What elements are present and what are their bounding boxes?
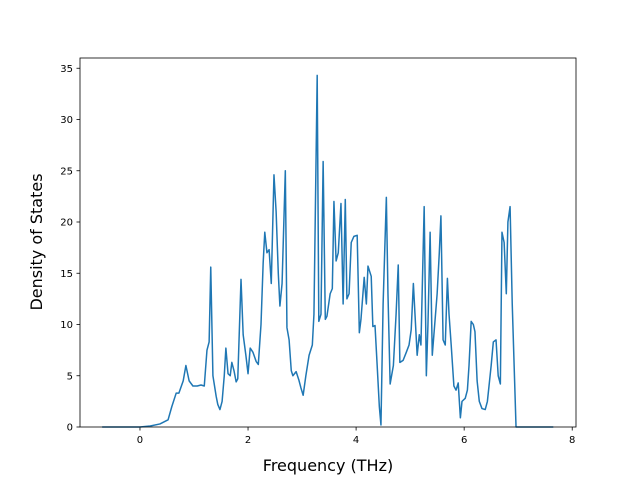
x-tick-label: 6 xyxy=(461,435,467,446)
x-axis-label: Frequency (THz) xyxy=(263,456,393,475)
y-tick-label: 20 xyxy=(60,218,73,229)
x-tick-label: 4 xyxy=(353,435,359,446)
y-tick-label: 10 xyxy=(60,320,73,331)
y-tick-label: 25 xyxy=(60,166,73,177)
x-tick-label: 0 xyxy=(137,435,143,446)
x-tick-label: 8 xyxy=(569,435,575,446)
y-tick-label: 30 xyxy=(60,115,73,126)
y-tick-label: 15 xyxy=(60,269,73,280)
density-line xyxy=(102,74,554,428)
y-tick-label: 35 xyxy=(60,64,73,75)
y-axis-label: Density of States xyxy=(27,173,46,310)
x-tick-label: 2 xyxy=(245,435,251,446)
y-tick-label: 5 xyxy=(67,371,73,382)
y-tick-label: 0 xyxy=(67,423,73,434)
plot-frame xyxy=(79,57,577,428)
